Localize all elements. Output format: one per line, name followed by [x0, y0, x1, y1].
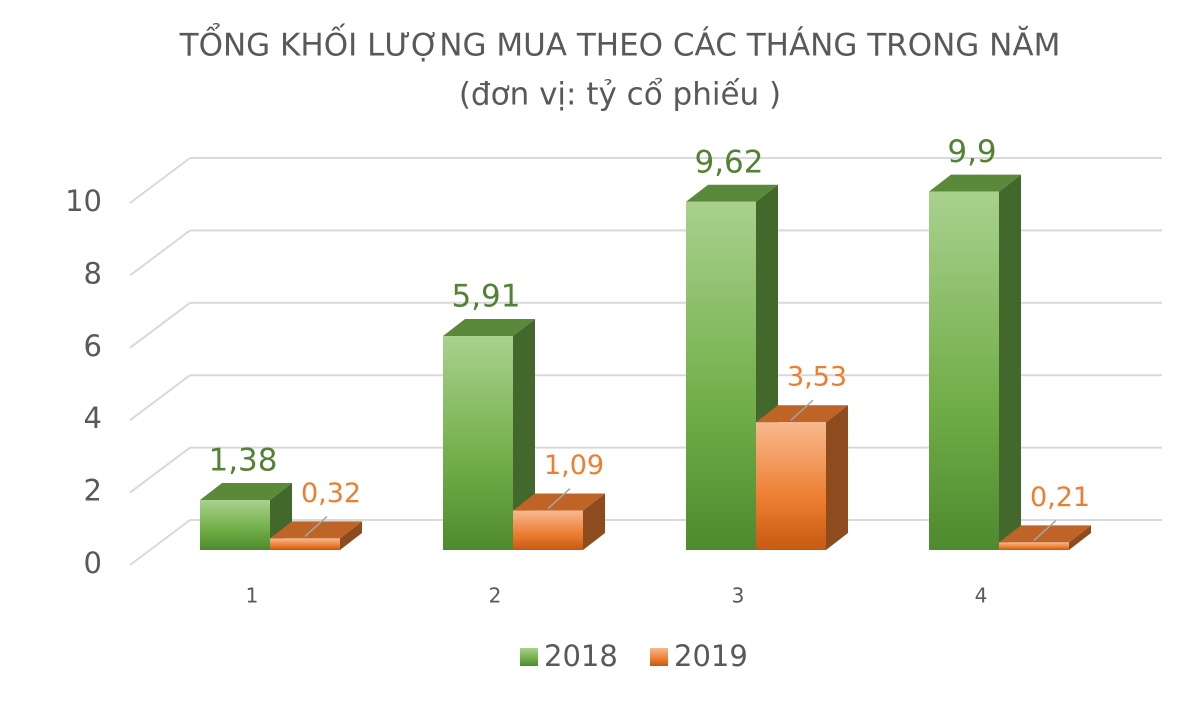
legend-swatch	[650, 648, 668, 666]
leader-line	[1033, 519, 1057, 541]
data-label: 1,09	[544, 450, 604, 481]
leader-line	[790, 399, 814, 421]
legend-label: 2018	[544, 639, 618, 673]
bar-top	[929, 174, 1021, 192]
bar	[270, 538, 340, 550]
bar-top	[200, 483, 292, 501]
bar-top	[513, 493, 605, 511]
bar	[999, 542, 1069, 550]
grid-line-side	[129, 157, 191, 204]
leader-line	[547, 487, 571, 510]
bar-top	[756, 405, 848, 423]
data-label: 9,9	[947, 134, 996, 170]
data-label: 0,32	[301, 478, 361, 509]
x-tick-label: 3	[732, 584, 745, 608]
bar	[686, 201, 756, 551]
bar	[513, 510, 583, 550]
bar-top	[270, 521, 362, 539]
bar	[756, 422, 826, 550]
bar	[929, 191, 999, 550]
y-tick-label: 10	[65, 184, 102, 218]
grid-line-side	[129, 229, 191, 277]
bar-side	[583, 493, 605, 550]
bar	[443, 336, 513, 550]
x-tick-label: 1	[246, 584, 259, 608]
grid-line-side	[129, 446, 191, 494]
x-tick-label: 4	[975, 584, 988, 608]
bar-top	[443, 319, 535, 337]
bar-top	[999, 525, 1091, 543]
chart-subtitle: (đơn vị: tỷ cổ phiếu )	[459, 77, 781, 113]
grid-line-side	[129, 374, 191, 422]
data-label: 5,91	[451, 279, 520, 315]
bar-side	[513, 319, 535, 550]
y-tick-label: 6	[84, 329, 102, 363]
x-tick-label: 2	[489, 584, 502, 608]
legend-swatch	[520, 648, 538, 666]
grid-line-side	[129, 301, 191, 349]
data-label: 1,38	[208, 443, 277, 479]
bar-side	[340, 521, 362, 550]
data-label: 3,53	[787, 362, 847, 393]
data-label: 9,62	[694, 144, 763, 180]
chart-title: TỔNG KHỐI LƯỢNG MUA THEO CÁC THÁNG TRONG…	[179, 23, 1061, 64]
y-tick-label: 2	[84, 474, 102, 508]
bar	[200, 500, 270, 550]
bar-side	[826, 405, 848, 550]
leader-line	[304, 515, 328, 537]
bar-top	[686, 184, 778, 202]
legend-label: 2019	[674, 639, 748, 673]
y-tick-label: 8	[84, 256, 102, 290]
data-label: 0,21	[1030, 482, 1090, 513]
y-tick-label: 4	[84, 401, 102, 435]
bar-side	[1069, 525, 1091, 550]
y-tick-label: 0	[84, 546, 102, 580]
bar-side	[999, 174, 1021, 550]
grid-line-side	[129, 519, 191, 566]
